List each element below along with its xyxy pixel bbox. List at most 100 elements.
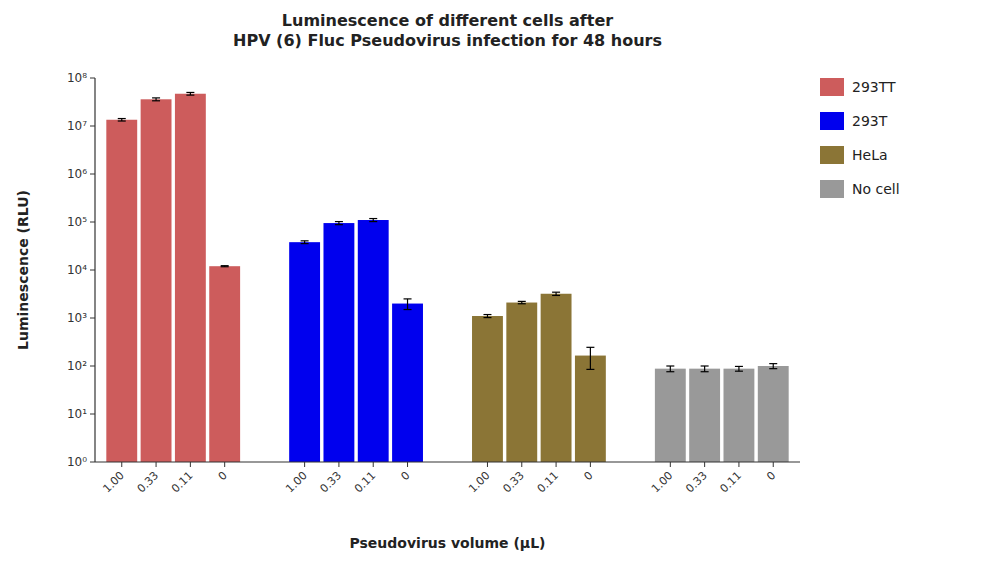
- error-cap: [301, 240, 309, 241]
- legend-swatch: [820, 78, 844, 96]
- error-line: [670, 366, 671, 372]
- y-tick: [90, 222, 95, 223]
- bar: [723, 369, 754, 462]
- error-cap: [301, 243, 309, 244]
- error-line: [704, 366, 705, 372]
- x-tick-label: 0.33: [135, 469, 162, 496]
- x-tick: [156, 462, 157, 467]
- x-tick-label: 1.00: [466, 469, 493, 496]
- bar: [506, 303, 537, 462]
- error-cap: [518, 301, 526, 302]
- error-cap: [552, 292, 560, 293]
- y-tick: [90, 78, 95, 79]
- bars: [106, 92, 788, 462]
- x-tick: [304, 462, 305, 467]
- x-tick-label: 0.11: [169, 469, 196, 496]
- x-tick-label: 0.11: [352, 469, 379, 496]
- legend-label: 293TT: [852, 79, 896, 95]
- x-tick-label: 0.33: [500, 469, 527, 496]
- bar: [175, 94, 206, 462]
- x-tick-label: 0.33: [683, 469, 710, 496]
- bar: [392, 304, 423, 462]
- y-tick-label: 10⁶: [67, 167, 87, 181]
- error-bar: [769, 364, 777, 369]
- error-cap: [404, 298, 412, 299]
- error-cap: [118, 118, 126, 119]
- error-line: [773, 364, 774, 369]
- error-bar: [701, 366, 709, 372]
- error-cap: [666, 371, 674, 372]
- legend: 293TT293THeLaNo cell: [820, 78, 900, 198]
- y-tick-label: 10³: [67, 311, 87, 325]
- x-tick-label: 1.00: [100, 469, 127, 496]
- x-tick: [121, 462, 122, 467]
- x-tick-label: 0.33: [318, 469, 345, 496]
- x-tick: [590, 462, 591, 467]
- x-tick-label: 1.00: [649, 469, 676, 496]
- y-tick-label: 10⁷: [67, 119, 87, 133]
- error-cap: [666, 365, 674, 366]
- bar: [575, 356, 606, 462]
- y-tick: [90, 270, 95, 271]
- error-cap: [335, 221, 343, 222]
- y-axis-label: Luminescence (RLU): [15, 190, 31, 350]
- x-tick: [407, 462, 408, 467]
- title-line: HPV (6) Fluc Pseudovirus infection for 4…: [233, 31, 662, 50]
- error-cap: [586, 369, 594, 370]
- y-tick-label: 10⁰: [67, 455, 87, 469]
- x-tick: [487, 462, 488, 467]
- y-tick: [90, 366, 95, 367]
- y-tick-label: 10⁵: [67, 215, 87, 229]
- x-tick-label: 0.11: [718, 469, 745, 496]
- error-bar: [301, 241, 309, 244]
- error-line: [407, 299, 408, 310]
- error-bar: [552, 292, 560, 295]
- x-tick: [704, 462, 705, 467]
- error-cap: [186, 95, 194, 96]
- y-tick-label: 10⁴: [67, 263, 87, 277]
- error-cap: [769, 363, 777, 364]
- error-bar: [483, 315, 491, 318]
- error-line: [590, 347, 591, 369]
- bar: [106, 120, 137, 462]
- error-bar: [335, 222, 343, 225]
- error-cap: [335, 224, 343, 225]
- error-cap: [701, 365, 709, 366]
- error-cap: [404, 309, 412, 310]
- y-tick: [90, 174, 95, 175]
- error-cap: [518, 303, 526, 304]
- x-tick: [670, 462, 671, 467]
- x-axis: [95, 461, 800, 462]
- error-bar: [221, 266, 229, 267]
- error-cap: [769, 368, 777, 369]
- bar: [358, 220, 389, 462]
- x-tick-label: 0: [399, 469, 413, 483]
- chart: Luminescence of different cells afterHPV…: [0, 0, 1000, 570]
- error-cap: [369, 221, 377, 222]
- x-tick-label: 0: [764, 469, 778, 483]
- bar: [289, 242, 320, 462]
- bar: [141, 99, 172, 462]
- error-cap: [586, 347, 594, 348]
- error-cap: [152, 100, 160, 101]
- bar: [689, 369, 720, 462]
- legend-label: No cell: [852, 181, 900, 197]
- error-bar: [735, 366, 743, 371]
- error-cap: [483, 314, 491, 315]
- error-cap: [118, 120, 126, 121]
- x-tick: [224, 462, 225, 467]
- error-bar: [586, 347, 594, 369]
- bar: [655, 369, 686, 462]
- y-tick: [90, 318, 95, 319]
- error-cap: [221, 265, 229, 266]
- error-bar: [186, 92, 194, 95]
- y-tick-label: 10¹: [67, 407, 87, 421]
- error-bar: [369, 219, 377, 222]
- y-tick: [90, 462, 95, 463]
- legend-swatch: [820, 146, 844, 164]
- y-tick-label: 10⁸: [67, 71, 87, 85]
- x-tick-label: 0: [216, 469, 230, 483]
- y-tick-label: 10²: [67, 359, 87, 373]
- legend-swatch: [820, 180, 844, 198]
- error-bar: [518, 301, 526, 303]
